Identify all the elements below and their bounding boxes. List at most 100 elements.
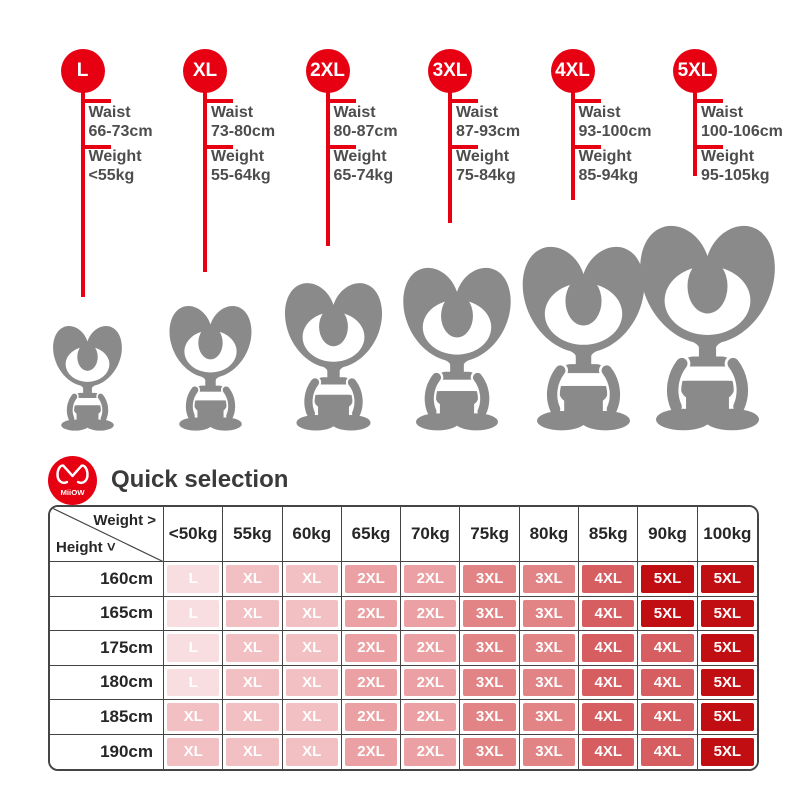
size-chip: 5XL [700,703,754,731]
size-chip: XL [167,703,220,731]
size-chip: 5XL [641,565,694,593]
weight-label: Weight [701,148,755,165]
size-chip: XL [285,703,338,731]
weight-value: 55-64kg [211,167,271,184]
size-cell: XL [223,734,283,769]
size-spec-text: Waist 100-106cm Weight 95-105kg [701,103,800,185]
size-cell: 5XL [638,562,698,597]
size-chip: 3XL [463,668,516,696]
size-cell: 3XL [460,631,520,666]
size-cell: 4XL [638,734,698,769]
size-spec-text: Waist 66-73cm Weight <55kg [89,103,209,185]
size-chip: L [167,565,220,593]
tick-mark [693,99,723,103]
tick-mark [203,99,233,103]
size-cell: 3XL [460,596,520,631]
size-chip: 4XL [582,599,635,627]
weight-value: 95-105kg [701,167,770,184]
size-badge: 2XL [305,49,350,93]
waist-value: 66-73cm [88,123,153,140]
tick-mark [693,145,723,149]
tick-mark [80,145,111,149]
size-chip: XL [285,668,338,696]
size-cell: L [164,562,224,597]
pointer-line [448,90,452,223]
tick-mark [448,145,478,149]
size-chip: XL [226,599,279,627]
pointer-line [203,90,207,272]
weight-label: Weight [211,148,265,165]
pointer-line [693,90,697,176]
size-cell: 4XL [579,665,639,700]
mascot-figure-5xl [636,216,779,431]
mascot-figure-2xl [282,276,385,431]
tick-mark [570,99,601,103]
size-chip: L [167,634,220,662]
size-chip: 4XL [582,565,635,593]
size-chip: L [167,668,220,696]
tick-mark [448,99,478,103]
size-chip: 3XL [522,737,576,766]
size-chip: 5XL [641,599,694,627]
waist-label: Waist [701,104,744,121]
size-cell: XL [282,596,342,631]
size-chip: 5XL [700,634,754,662]
size-chip: 2XL [404,703,457,731]
corner-height-label: Height ˅ [56,539,116,556]
tick-mark [325,145,356,149]
weight-label: Weight [88,148,142,165]
height-row-label: 165cm [50,596,164,631]
weight-value: 65-74kg [333,167,394,184]
size-cell: XL [282,631,342,666]
size-cell: L [164,596,224,631]
size-cell: 4XL [638,631,698,666]
size-chip: XL [226,668,279,696]
size-chip: XL [226,703,279,731]
size-chip: 2XL [344,599,398,627]
tick-mark [570,145,601,149]
corner-weight-label: Weight > [93,512,156,529]
size-chip: 2XL [344,565,398,593]
weight-header: <50kg [164,507,224,562]
tick-mark [325,99,356,103]
miiow-logo-icon: MiiOW [48,455,97,505]
weight-header: 75kg [460,507,520,562]
waist-label: Waist [578,104,621,121]
size-cell: 2XL [401,665,461,700]
size-badge: 4XL [550,49,595,93]
weight-value: 85-94kg [578,167,639,184]
size-cell: 5XL [697,665,757,700]
mascot-figure-xl [167,300,254,431]
size-spec-text: Waist 80-87cm Weight 65-74kg [334,103,454,185]
size-cell: 5XL [638,596,698,631]
size-badge-label: 4XL [555,60,590,81]
quick-selection-table: Weight > Height ˅ <50kg 55kg 60kg 65kg 70kg 75k… [48,505,759,771]
waist-value: 93-100cm [578,123,652,140]
size-chip: 2XL [344,737,398,766]
size-cell: L [164,665,224,700]
size-badge-label: 2XL [310,60,345,81]
waist-value: 73-80cm [211,123,276,140]
size-cell: XL [223,665,283,700]
size-cell: 5XL [697,596,757,631]
size-chip: 2XL [404,668,457,696]
size-cell: 4XL [579,734,639,769]
size-cell: 2XL [341,734,402,769]
size-badge-label: L [76,60,89,81]
size-cell: 2XL [341,596,402,631]
size-cell: 3XL [519,734,580,769]
size-chip: XL [285,565,338,593]
size-cell: 3XL [460,700,520,735]
height-row-label: 160cm [50,562,164,597]
size-cell: 3XL [460,734,520,769]
weight-label: Weight [578,148,632,165]
size-spec-text: Waist 93-100cm Weight 85-94kg [579,103,699,185]
size-cell: XL [164,700,224,735]
waist-value: 87-93cm [456,123,521,140]
weight-header: 80kg [519,507,580,562]
size-cell: 4XL [579,562,639,597]
diagonal-divider [50,507,164,562]
waist-label: Waist [333,104,376,121]
size-chip: XL [285,634,338,662]
size-chip: 3XL [463,737,516,766]
